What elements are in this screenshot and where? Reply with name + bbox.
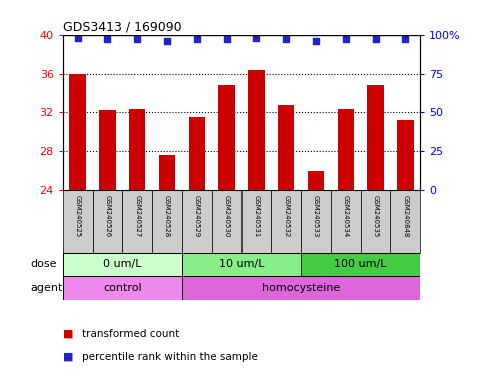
Bar: [159, 156, 175, 190]
Bar: [397, 120, 413, 190]
Point: [163, 38, 171, 44]
Text: 100 um/L: 100 um/L: [334, 260, 387, 270]
Point: [104, 36, 112, 42]
Bar: [308, 171, 324, 190]
Text: GSM240527: GSM240527: [134, 195, 140, 238]
Bar: [242, 190, 271, 253]
Text: GSM240532: GSM240532: [283, 195, 289, 238]
Point: [282, 36, 290, 42]
Text: GSM240531: GSM240531: [254, 195, 259, 238]
Bar: [99, 109, 115, 190]
Point: [193, 36, 201, 42]
Bar: [301, 190, 331, 253]
Bar: [390, 190, 420, 253]
Text: GSM240525: GSM240525: [75, 195, 81, 238]
Bar: [301, 253, 420, 276]
Text: GSM240529: GSM240529: [194, 195, 200, 238]
Bar: [129, 109, 145, 190]
Bar: [182, 190, 212, 253]
Bar: [182, 276, 420, 300]
Point: [223, 36, 230, 42]
Bar: [189, 118, 205, 190]
Text: GSM240526: GSM240526: [104, 195, 111, 238]
Bar: [122, 190, 152, 253]
Bar: [212, 190, 242, 253]
Point: [372, 36, 380, 42]
Bar: [248, 70, 265, 190]
Bar: [338, 109, 354, 190]
Text: 0 um/L: 0 um/L: [103, 260, 142, 270]
Bar: [63, 190, 93, 253]
Text: dose: dose: [30, 260, 57, 270]
Bar: [218, 85, 235, 190]
Text: GSM240534: GSM240534: [343, 195, 349, 238]
Bar: [152, 190, 182, 253]
Point: [74, 35, 82, 41]
Text: transformed count: transformed count: [82, 329, 179, 339]
Bar: [271, 190, 301, 253]
Text: agent: agent: [30, 283, 62, 293]
Text: GSM240528: GSM240528: [164, 195, 170, 238]
Point: [312, 38, 320, 44]
Text: control: control: [103, 283, 142, 293]
Bar: [361, 190, 390, 253]
Bar: [368, 85, 384, 190]
Bar: [63, 276, 182, 300]
Text: homocysteine: homocysteine: [262, 283, 340, 293]
Point: [133, 36, 141, 42]
Bar: [70, 73, 86, 190]
Text: GSM240533: GSM240533: [313, 195, 319, 238]
Text: GSM240848: GSM240848: [402, 195, 408, 238]
Text: ■: ■: [63, 352, 73, 362]
Bar: [278, 105, 294, 190]
Bar: [63, 253, 182, 276]
Bar: [182, 253, 301, 276]
Point: [253, 35, 260, 41]
Text: GSM240530: GSM240530: [224, 195, 229, 238]
Bar: [331, 190, 361, 253]
Point: [401, 36, 409, 42]
Text: GSM240535: GSM240535: [372, 195, 379, 238]
Text: 10 um/L: 10 um/L: [219, 260, 264, 270]
Text: percentile rank within the sample: percentile rank within the sample: [82, 352, 258, 362]
Bar: [93, 190, 122, 253]
Point: [342, 36, 350, 42]
Text: GDS3413 / 169090: GDS3413 / 169090: [63, 20, 182, 33]
Text: ■: ■: [63, 329, 73, 339]
